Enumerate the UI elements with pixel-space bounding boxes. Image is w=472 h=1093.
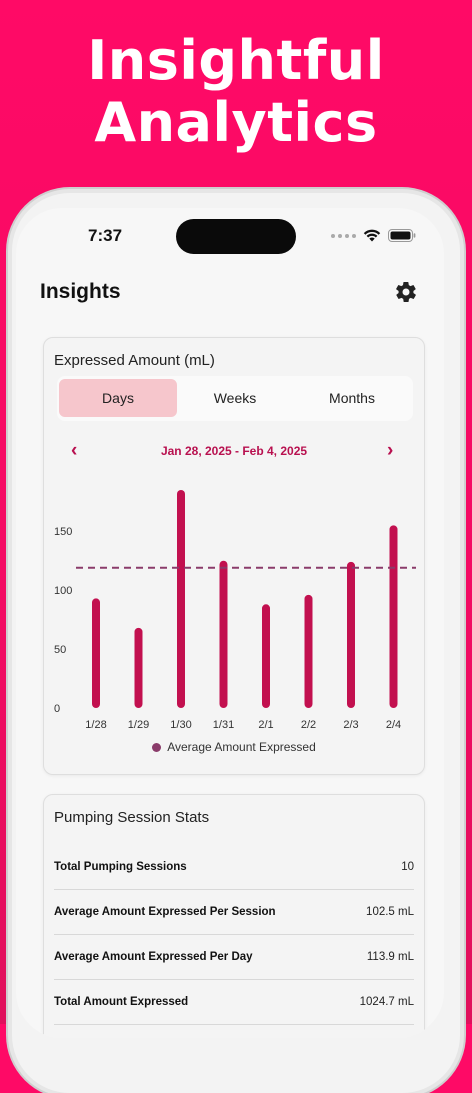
x-tick-label: 1/31 xyxy=(213,719,234,731)
stat-value: 1024.7 mL xyxy=(359,996,414,1008)
status-time: 7:37 xyxy=(88,226,123,245)
x-tick-label: 2/2 xyxy=(301,719,316,731)
chart-bar xyxy=(134,627,143,708)
chart-bar xyxy=(92,598,100,708)
chart-legend: Average Amount Expressed xyxy=(44,740,424,754)
card-title: Expressed Amount (mL) xyxy=(54,352,215,369)
x-tick-label: 2/3 xyxy=(343,719,358,731)
x-tick-label: 1/28 xyxy=(85,719,106,731)
date-range-label: Jan 28, 2025 - Feb 4, 2025 xyxy=(160,444,308,458)
stat-row-total-expressed: Total Amount Expressed 1024.7 mL xyxy=(54,980,414,1025)
expressed-amount-card: Expressed Amount (mL) Days Weeks Months … xyxy=(43,337,425,775)
y-tick-label: 50 xyxy=(54,644,66,656)
y-tick-label: 0 xyxy=(54,703,60,715)
legend-label: Average Amount Expressed xyxy=(167,740,316,754)
tab-days[interactable]: Days xyxy=(59,379,177,417)
expressed-bar-chart: 0 50 100 150 1/28 1/29 1/30 1/31 2/1 2/2 2/3 2/4 xyxy=(54,490,416,731)
dynamic-island xyxy=(176,219,296,254)
stat-label: Average Amount Expressed Per Day xyxy=(54,951,253,963)
x-tick-label: 2/4 xyxy=(386,719,401,731)
stat-label: Average Amount Expressed Per Session xyxy=(54,906,276,918)
period-segmented-control: Days Weeks Months xyxy=(57,376,413,421)
chevron-left-icon[interactable]: ‹ xyxy=(71,440,78,461)
chart-bar xyxy=(177,490,185,708)
legend-marker xyxy=(152,742,162,752)
headline-line-2: Analytics xyxy=(94,91,378,154)
x-tick-label: 1/30 xyxy=(170,719,191,731)
chart-bar xyxy=(262,604,270,708)
status-icons xyxy=(331,229,416,242)
y-tick-label: 100 xyxy=(54,585,72,597)
gear-icon[interactable] xyxy=(394,280,418,304)
promo-headline: Insightful Analytics xyxy=(0,30,472,154)
page-title: Insights xyxy=(40,280,121,303)
app-screen: 7:37 Insights Expressed Amount (mL) Days… xyxy=(16,208,444,1038)
date-range-navigator: Jan 28, 2025 - Feb 4, 2025 ‹ › xyxy=(44,440,424,462)
y-tick-label: 150 xyxy=(54,526,72,538)
x-tick-label: 2/1 xyxy=(258,719,273,731)
tab-weeks[interactable]: Weeks xyxy=(213,390,257,406)
chart-bar xyxy=(347,561,355,708)
stat-label: Total Pumping Sessions xyxy=(54,861,187,873)
chevron-right-icon[interactable]: › xyxy=(387,440,394,461)
tab-months[interactable]: Months xyxy=(329,390,375,406)
chart-bar xyxy=(219,560,228,708)
stat-value: 102.5 mL xyxy=(366,906,414,918)
chart-bar xyxy=(304,594,313,708)
stat-row-avg-per-day: Average Amount Expressed Per Day 113.9 m… xyxy=(54,935,414,980)
pumping-stats-card: Pumping Session Stats Total Pumping Sess… xyxy=(43,794,425,1038)
stat-row-avg-per-session: Average Amount Expressed Per Session 102… xyxy=(54,890,414,935)
stats-title: Pumping Session Stats xyxy=(54,809,210,826)
stat-row-total-sessions: Total Pumping Sessions 10 xyxy=(54,845,414,890)
x-tick-label: 1/29 xyxy=(128,719,149,731)
stat-value: 10 xyxy=(401,861,414,873)
wifi-icon xyxy=(363,229,381,242)
battery-icon xyxy=(388,229,416,242)
cellular-signal-icon xyxy=(331,233,356,238)
stat-value: 113.9 mL xyxy=(366,951,414,963)
stat-label: Total Amount Expressed xyxy=(54,996,189,1008)
chart-bar xyxy=(389,525,398,708)
headline-line-1: Insightful xyxy=(87,29,385,92)
